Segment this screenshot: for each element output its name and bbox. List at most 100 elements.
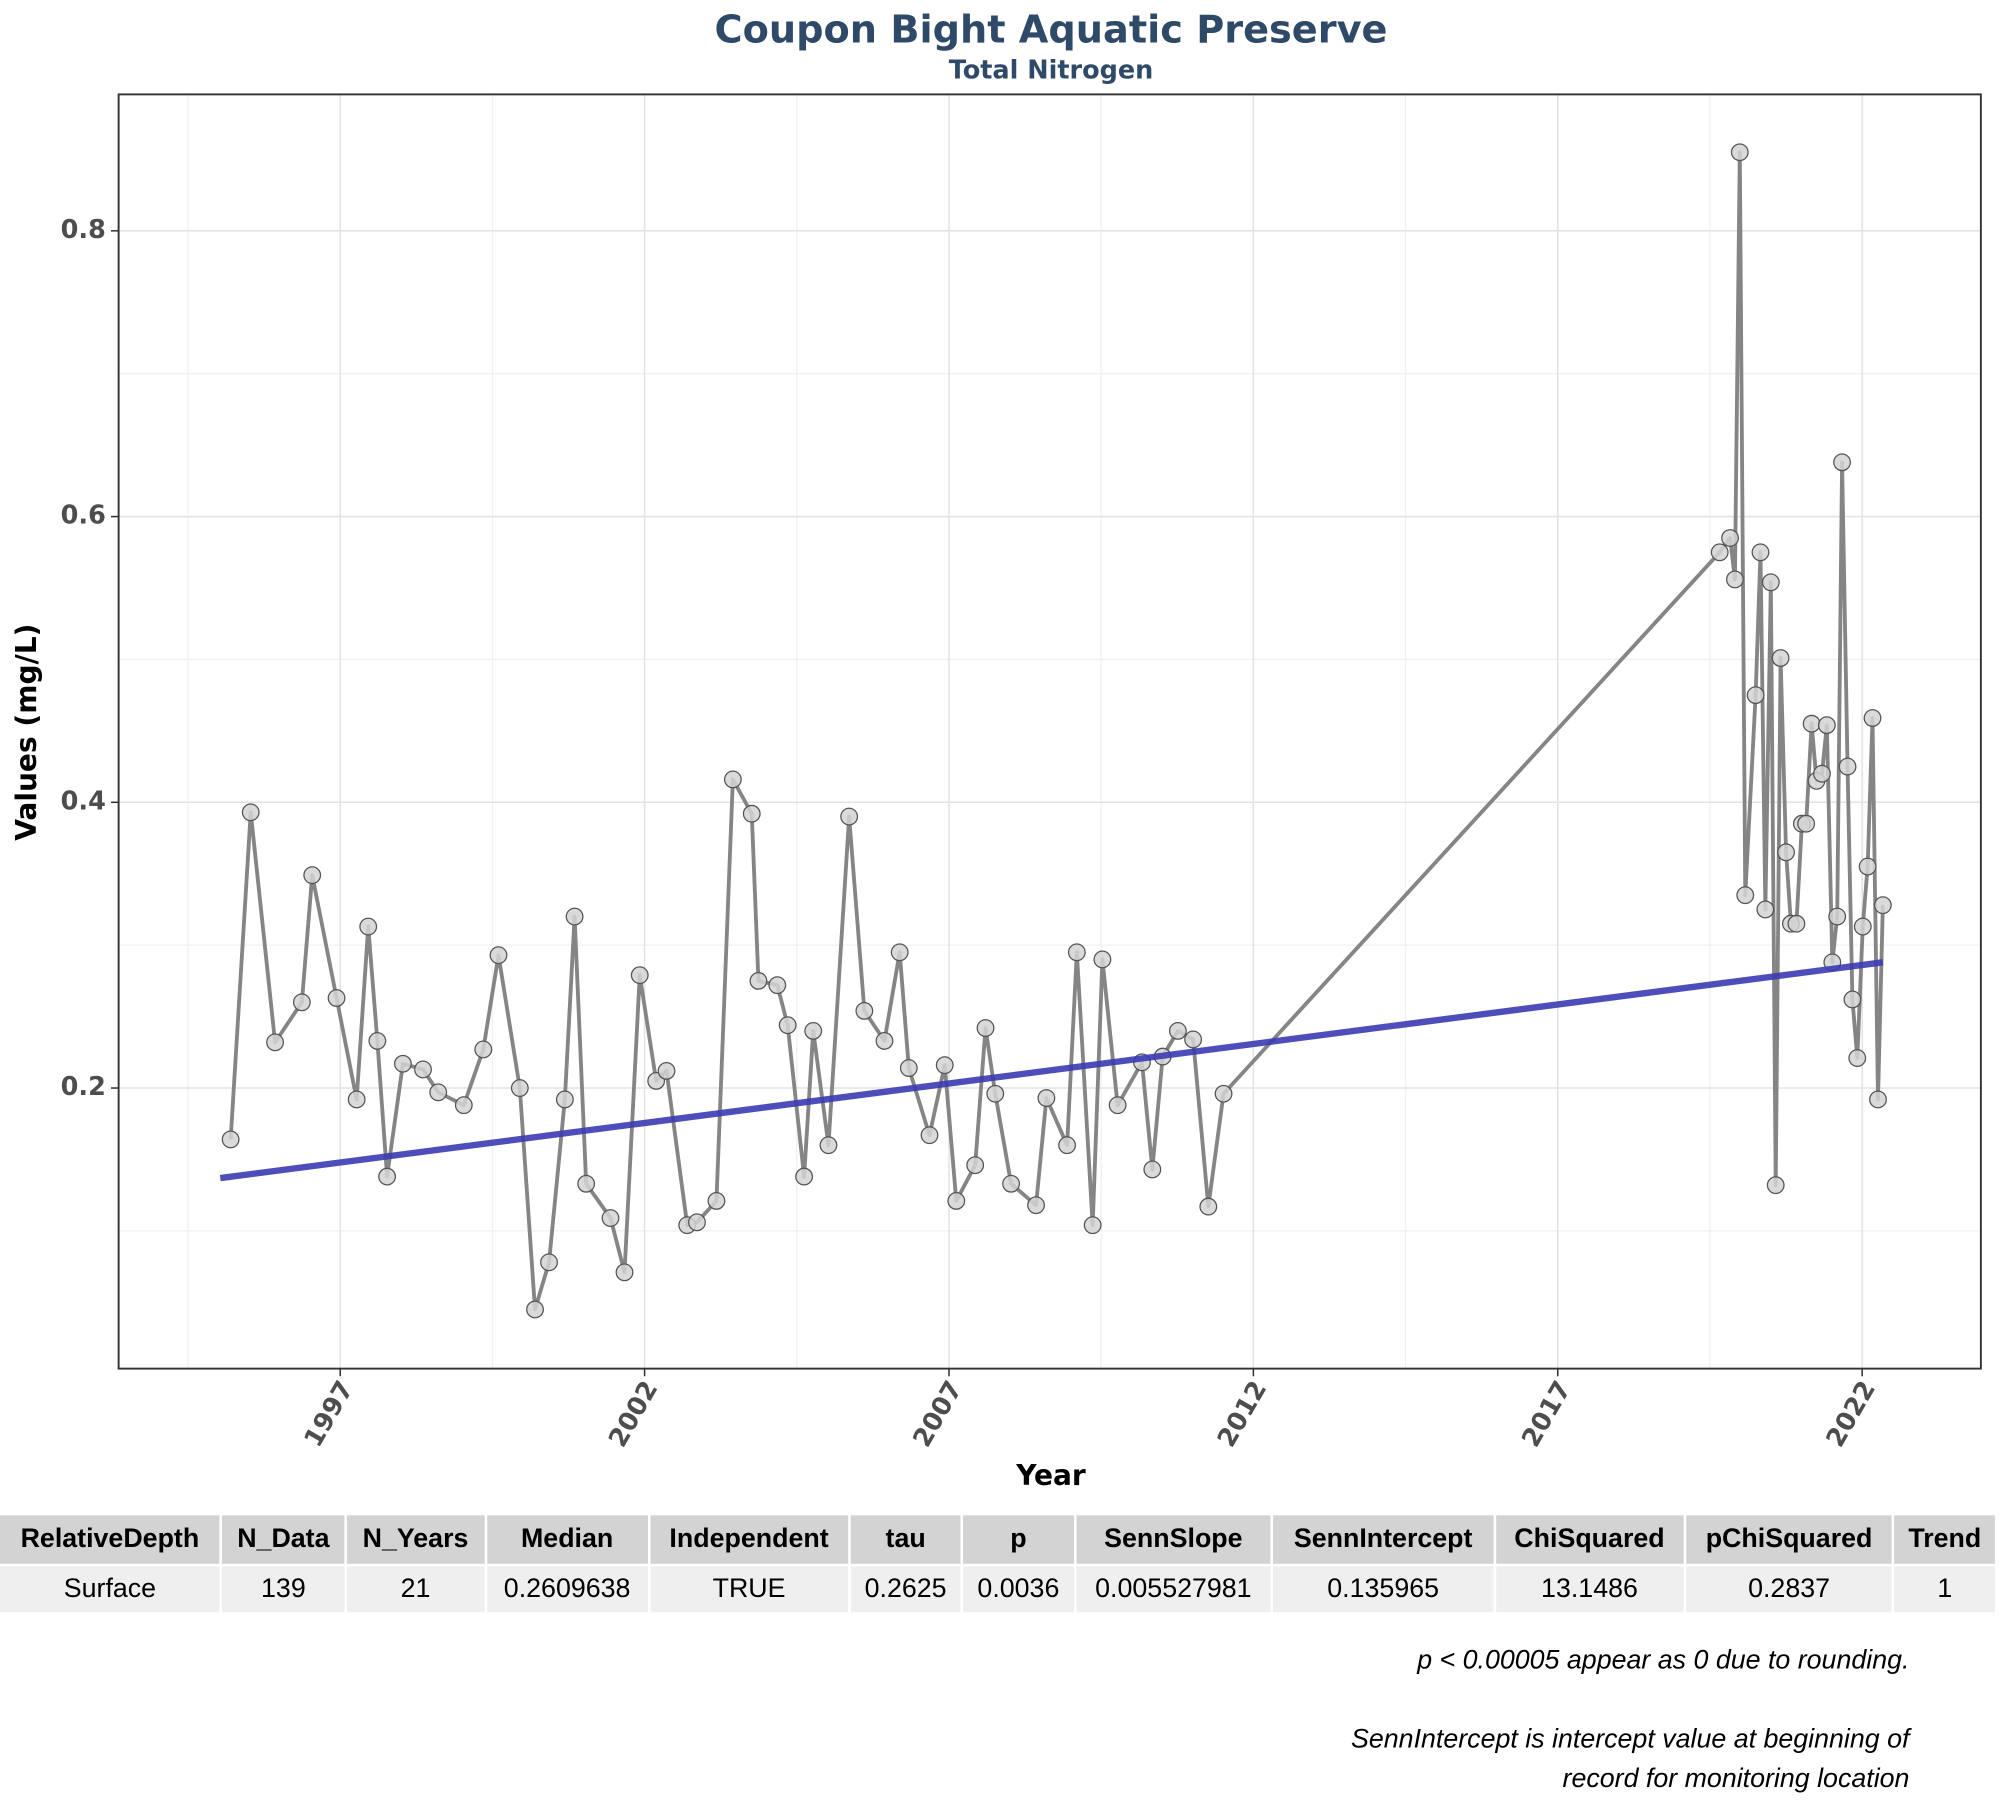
data-point	[890, 943, 909, 962]
data-point	[1746, 686, 1765, 705]
data-point	[1797, 814, 1816, 833]
data-point	[840, 807, 859, 826]
table-cell: 139	[222, 1566, 345, 1613]
x-tick-label: 2002	[603, 1376, 664, 1452]
column-header: SennSlope	[1076, 1515, 1271, 1564]
column-header: Median	[486, 1515, 648, 1564]
data-point	[489, 946, 508, 965]
table-cell: 21	[346, 1566, 485, 1613]
data-point	[1730, 143, 1749, 162]
y-tick-label: 0.2	[61, 1072, 106, 1102]
column-header: p	[963, 1515, 1074, 1564]
data-point	[1843, 990, 1862, 1009]
y-tick-label: 0.8	[61, 215, 106, 245]
data-point	[1838, 757, 1857, 776]
column-header: Trend	[1894, 1515, 1995, 1564]
data-point	[1777, 843, 1795, 862]
column-header: RelativeDepth	[0, 1515, 220, 1564]
data-point	[577, 1174, 596, 1193]
data-point	[1817, 716, 1836, 735]
chart-title: Coupon Bight Aquatic Preserve	[715, 7, 1388, 52]
data-point	[429, 1083, 448, 1102]
data-point	[359, 917, 378, 936]
data-point	[368, 1031, 387, 1050]
data-point	[393, 1054, 412, 1073]
data-point	[1853, 917, 1872, 936]
data-point	[1833, 453, 1851, 472]
data-point	[875, 1031, 894, 1050]
data-point	[935, 1056, 954, 1075]
x-axis-label: Year	[1015, 1459, 1086, 1492]
table-cell: 0.2837	[1685, 1566, 1893, 1613]
data-point	[1083, 1216, 1102, 1235]
data-point	[1725, 570, 1744, 589]
data-point	[1002, 1174, 1021, 1193]
data-point	[292, 993, 311, 1012]
data-point	[1214, 1084, 1233, 1103]
data-point	[615, 1263, 634, 1282]
data-point	[1168, 1021, 1187, 1040]
data-point	[1199, 1197, 1218, 1216]
plot-border	[117, 93, 1982, 1370]
data-point	[327, 989, 346, 1007]
data-point	[1067, 943, 1086, 962]
data-point	[510, 1079, 529, 1097]
data-point	[347, 1090, 366, 1109]
note: SennIntercept is intercept value at begi…	[1351, 1724, 1910, 1794]
data-point	[241, 803, 260, 822]
x-tick-label: 2022	[1820, 1376, 1881, 1452]
data-point	[1873, 896, 1892, 915]
data-point	[1093, 950, 1112, 969]
data-point	[947, 1191, 966, 1210]
data-point	[540, 1253, 558, 1272]
data-point	[1766, 1176, 1785, 1195]
column-header: ChiSquared	[1495, 1515, 1684, 1564]
data-point	[454, 1096, 473, 1115]
data-point	[657, 1061, 676, 1080]
data-point	[1761, 573, 1780, 592]
data-point	[1848, 1049, 1867, 1067]
table-cell: 0.2609638	[486, 1566, 648, 1613]
data-point	[1710, 543, 1729, 562]
data-point	[1108, 1096, 1127, 1115]
data-point	[1751, 543, 1770, 562]
column-header: N_Data	[222, 1515, 345, 1564]
data-point	[855, 1001, 874, 1020]
data-point	[1863, 709, 1882, 727]
data-point	[1771, 649, 1790, 667]
data-point	[795, 1167, 814, 1186]
x-tick-label: 2017	[1516, 1376, 1577, 1452]
data-point	[1828, 907, 1847, 926]
data-point	[819, 1136, 838, 1155]
data-point	[804, 1021, 823, 1040]
column-header: Independent	[650, 1515, 848, 1564]
y-tick-label: 0.6	[61, 501, 106, 531]
table-cell: 1	[1894, 1566, 1995, 1613]
data-point	[526, 1300, 544, 1319]
data-point	[565, 907, 584, 926]
data-point	[1184, 1030, 1203, 1049]
data-point	[1058, 1136, 1077, 1155]
data-point	[630, 966, 649, 985]
data-point	[688, 1213, 706, 1232]
data-point	[378, 1167, 397, 1186]
x-tick-label: 1997	[299, 1376, 360, 1452]
data-point	[1027, 1196, 1045, 1215]
column-header: N_Years	[346, 1515, 485, 1564]
y-tick-label: 0.4	[61, 786, 106, 816]
data-point	[920, 1126, 939, 1145]
chart: Coupon Bight Aquatic Preserve Total Nitr…	[10, 7, 1982, 1492]
column-header: pChiSquared	[1685, 1515, 1893, 1564]
data-line	[228, 150, 1885, 1312]
data-point	[742, 804, 761, 823]
data-point	[707, 1191, 726, 1210]
data-point	[555, 1090, 574, 1109]
data-point	[1869, 1090, 1887, 1109]
x-tick-label: 2012	[1212, 1376, 1273, 1452]
data-point	[266, 1033, 285, 1052]
data-point	[1787, 914, 1806, 933]
chart-subtitle: Total Nitrogen	[949, 55, 1154, 85]
table-header: RelativeDepth N_Data N_Years Median Independ…	[0, 1515, 1995, 1564]
table-row: Surface 139 21 0.2609638 TRUE 0.2625 0.0036 0.0…	[0, 1566, 1995, 1613]
